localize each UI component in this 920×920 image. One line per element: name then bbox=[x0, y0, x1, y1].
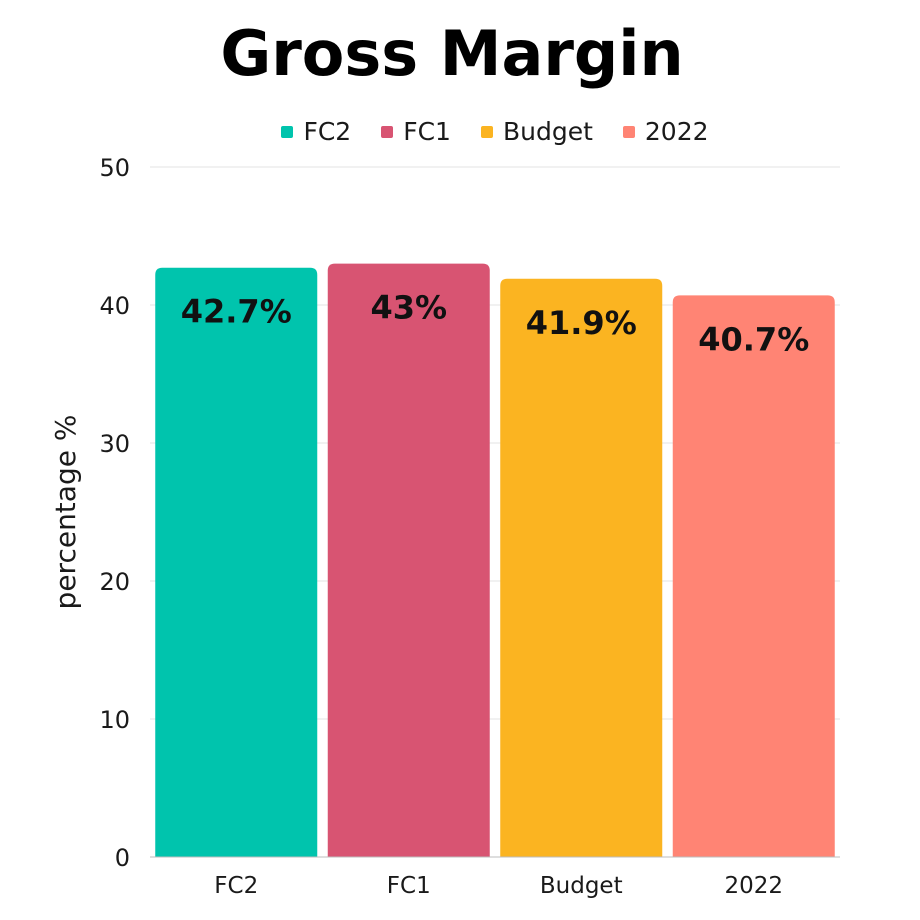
legend-swatch-fc1 bbox=[381, 126, 394, 138]
legend-swatch-budget bbox=[480, 126, 493, 138]
legend: FC2 FC1 Budget 2022 bbox=[0, 114, 920, 150]
x-tick-label-2022: 2022 bbox=[724, 873, 783, 899]
bar-budget bbox=[500, 278, 663, 857]
y-tick-label-0: 0 bbox=[115, 844, 130, 872]
y-tick-label-40: 40 bbox=[99, 292, 130, 320]
x-tick-label-fc2: FC2 bbox=[214, 873, 258, 899]
bars bbox=[155, 263, 835, 858]
y-tick-label-30: 30 bbox=[99, 430, 130, 458]
legend-item-2022: 2022 bbox=[622, 114, 709, 150]
value-label-2022: 40.7% bbox=[698, 320, 809, 358]
bar-fc1 bbox=[327, 263, 490, 858]
x-tick-label-fc1: FC1 bbox=[387, 873, 431, 899]
chart-title: Gross Margin bbox=[220, 17, 684, 90]
bar-fc2 bbox=[155, 267, 318, 857]
y-tick-label-50: 50 bbox=[99, 154, 130, 182]
y-axis-ticks: 0 10 20 30 40 50 bbox=[99, 154, 130, 872]
legend-swatch-fc2 bbox=[281, 126, 294, 138]
value-label-fc1: 43% bbox=[370, 289, 447, 327]
y-tick-label-20: 20 bbox=[99, 568, 130, 596]
x-tick-label-budget: Budget bbox=[540, 873, 623, 899]
y-tick-label-10: 10 bbox=[99, 706, 130, 734]
legend-label-fc1: FC1 bbox=[403, 117, 451, 146]
legend-label-budget: Budget bbox=[502, 117, 593, 146]
value-label-fc2: 42.7% bbox=[181, 293, 292, 331]
value-labels: 42.7% 43% 41.9% 40.7% bbox=[181, 289, 810, 359]
bar-2022 bbox=[672, 295, 835, 858]
legend-label-2022: 2022 bbox=[644, 117, 709, 146]
legend-item-fc1: FC1 bbox=[381, 114, 451, 150]
x-axis-ticks: FC2 FC1 Budget 2022 bbox=[214, 873, 783, 899]
legend-item-budget: Budget bbox=[480, 114, 593, 150]
value-label-budget: 41.9% bbox=[526, 304, 637, 342]
y-axis-label: percentage % bbox=[49, 415, 82, 610]
legend-swatch-2022 bbox=[622, 126, 635, 138]
legend-item-fc2: FC2 bbox=[281, 114, 351, 150]
legend-label-fc2: FC2 bbox=[303, 117, 352, 146]
